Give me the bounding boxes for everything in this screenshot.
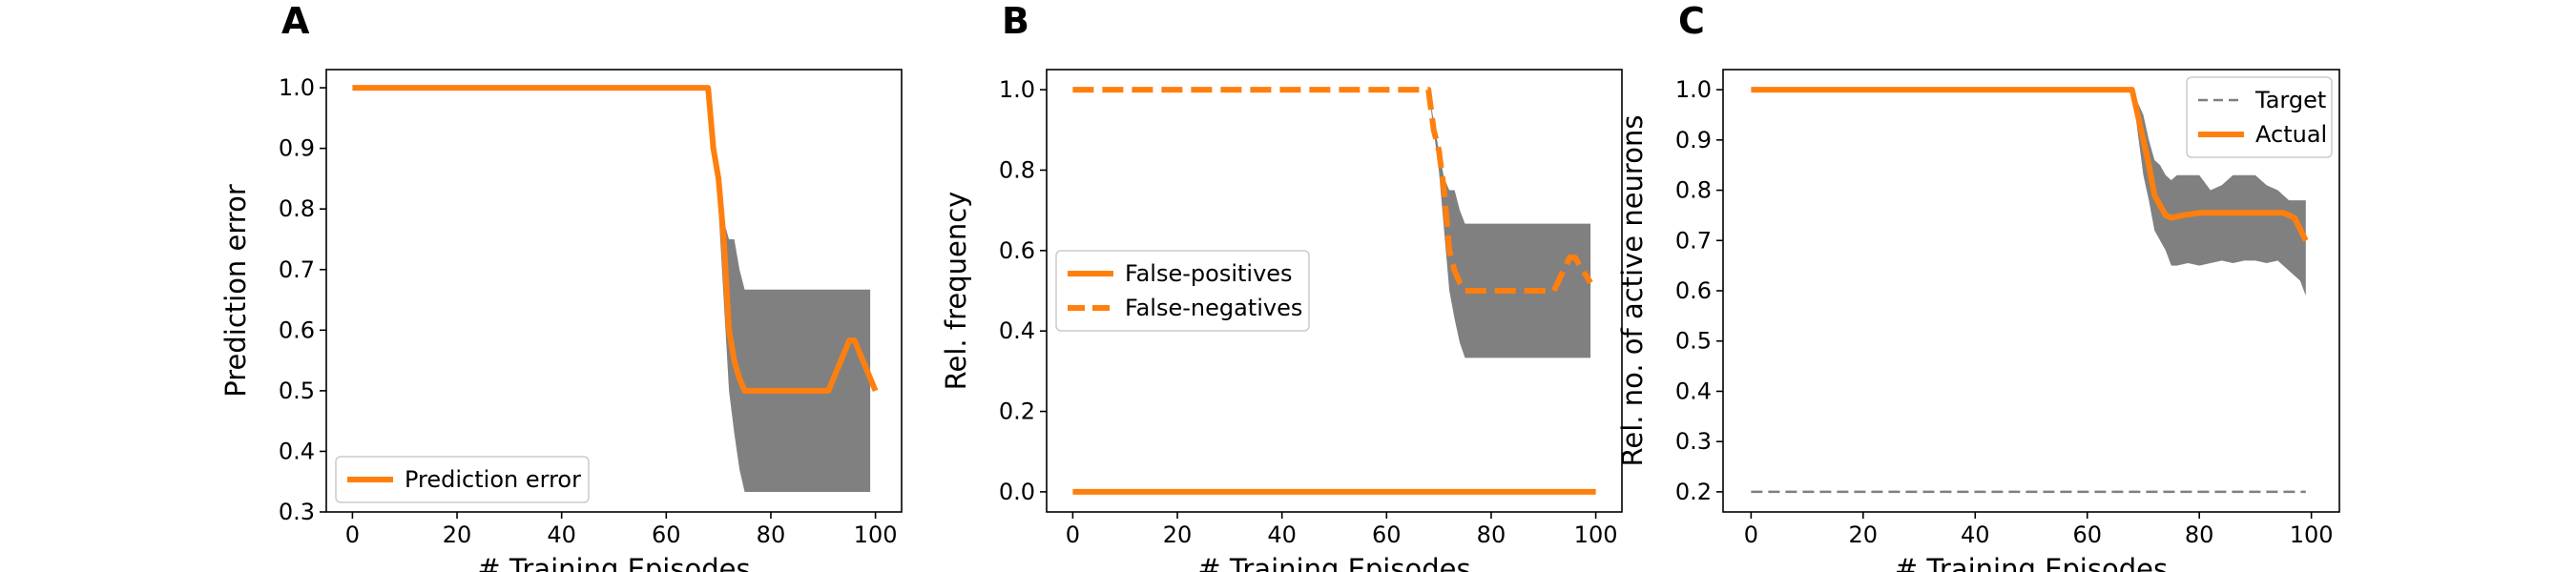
y-tick-label: 0.6 <box>999 237 1035 264</box>
variance-band <box>708 88 871 492</box>
x-axis-label: # Training Episodes <box>1197 553 1470 572</box>
axes-frame <box>325 69 903 513</box>
panel-b: B 0 20 40 60 80 100 0.0 0.2 0.4 0.6 0.8 1.0 # Trainin… <box>940 0 1623 572</box>
axes-frame <box>1046 69 1623 513</box>
x-axis-label: # Training Episodes <box>1895 553 2168 572</box>
x-tick-label: 60 <box>2072 521 2102 548</box>
y-tick-label: 0.6 <box>279 317 315 343</box>
series-line-2 <box>1751 87 2309 242</box>
legend-label: Actual <box>2255 121 2327 148</box>
y-axis-label: Rel. frequency <box>940 192 972 391</box>
y-axis-label: Prediction error <box>219 184 252 398</box>
y-tick-label: 0.2 <box>999 398 1035 425</box>
y-tick-label: 0.5 <box>1675 328 1712 355</box>
y-tick-label: 0.4 <box>279 438 315 464</box>
x-tick-label: 80 <box>2185 521 2214 548</box>
legend-box <box>335 456 590 503</box>
y-axis-label: Rel. no. of active neurons <box>1616 115 1649 467</box>
x-tick-label: 0 <box>1744 521 1758 548</box>
x-tick-label: 40 <box>1961 521 1990 548</box>
y-tick-label: 0.3 <box>279 499 315 525</box>
x-tick-label: 60 <box>652 521 681 548</box>
x-tick-label: 20 <box>1849 521 1879 548</box>
legend: False-positives False-negatives <box>1055 250 1310 332</box>
x-axis-label: # Training Episodes <box>477 553 750 572</box>
legend: Prediction error <box>335 456 590 503</box>
y-tick-label: 0.7 <box>279 256 315 283</box>
legend: Target Actual <box>2186 76 2333 158</box>
x-tick-label: 60 <box>1372 521 1402 548</box>
legend-label: Prediction error <box>405 466 581 493</box>
panel-a: A 0 20 40 60 80 100 0.3 0.4 0.5 0.6 0.7 0.8 0.9 1.0 # T… <box>219 0 903 572</box>
y-tick-label: 0.8 <box>279 195 315 222</box>
y-tick-label: 1.0 <box>999 76 1035 103</box>
legend-label: False-positives <box>1125 260 1293 287</box>
variance-band <box>2131 90 2306 296</box>
x-tick-label: 100 <box>854 521 898 548</box>
y-tick-label: 0.9 <box>279 135 315 162</box>
y-tick-label: 0.5 <box>279 378 315 404</box>
y-tick-label: 1.0 <box>279 74 315 101</box>
panel-letter: C <box>1678 0 1705 42</box>
x-tick-label: 80 <box>757 521 786 548</box>
y-tick-label: 1.0 <box>1675 76 1712 103</box>
y-tick-label: 0.4 <box>1675 378 1712 404</box>
legend-label: Target <box>2254 87 2326 113</box>
legend-label: False-negatives <box>1125 295 1302 321</box>
y-tick-label: 0.4 <box>999 317 1035 344</box>
x-tick-label: 80 <box>1477 521 1506 548</box>
variance-band <box>1428 90 1591 358</box>
y-tick-label: 0.2 <box>1675 479 1712 505</box>
y-tick-label: 0.3 <box>1675 428 1712 455</box>
x-tick-label: 0 <box>345 521 360 548</box>
series-line-1 <box>352 85 879 394</box>
y-tick-label: 0.8 <box>999 156 1035 183</box>
x-tick-label: 40 <box>1267 521 1297 548</box>
x-tick-label: 100 <box>1574 521 1618 548</box>
y-tick-label: 0.9 <box>1675 127 1712 153</box>
x-tick-label: 20 <box>1163 521 1193 548</box>
panel-c: C 0 20 40 60 80 100 0.2 0.3 0.4 0.5 0.6 0.7 0.8 0.9 1.0… <box>1616 0 2340 572</box>
panel-letter: B <box>1002 0 1029 42</box>
series-line-2 <box>1072 87 1593 294</box>
y-tick-label: 0.7 <box>1675 227 1712 254</box>
legend-box <box>1055 250 1310 332</box>
x-tick-label: 0 <box>1066 521 1080 548</box>
x-tick-label: 100 <box>2290 521 2334 548</box>
y-tick-label: 0.0 <box>999 479 1035 505</box>
y-tick-label: 0.6 <box>1675 277 1712 304</box>
panel-letter: A <box>281 0 310 42</box>
y-tick-label: 0.8 <box>1675 177 1712 204</box>
x-tick-label: 20 <box>443 521 472 548</box>
x-tick-label: 40 <box>547 521 576 548</box>
